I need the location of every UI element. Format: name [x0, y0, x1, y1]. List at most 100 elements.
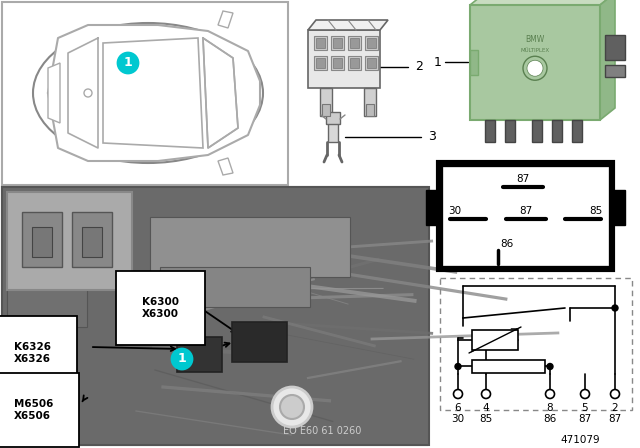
Circle shape: [455, 363, 461, 370]
Circle shape: [523, 56, 547, 80]
Bar: [331, 36, 344, 50]
Text: 1: 1: [434, 56, 442, 69]
Bar: [2, 187, 429, 445]
Text: 30: 30: [451, 414, 465, 424]
Bar: [605, 65, 625, 77]
Bar: [72, 212, 112, 267]
Bar: [438, 162, 613, 270]
Bar: [367, 38, 376, 48]
Text: M6506
X6506: M6506 X6506: [14, 399, 53, 421]
Polygon shape: [48, 25, 260, 161]
Circle shape: [527, 60, 543, 76]
Text: 5: 5: [582, 403, 588, 413]
Bar: [322, 104, 330, 116]
Bar: [350, 38, 359, 48]
Bar: [2, 187, 427, 445]
Circle shape: [172, 349, 192, 369]
Text: 30: 30: [448, 206, 461, 216]
Text: K6300
X6300: K6300 X6300: [142, 297, 179, 319]
Bar: [314, 56, 327, 70]
Bar: [308, 30, 380, 88]
Bar: [443, 167, 608, 265]
Text: 1: 1: [178, 353, 186, 366]
Text: 471079: 471079: [560, 435, 600, 445]
Circle shape: [547, 363, 553, 370]
Text: 87: 87: [520, 206, 532, 216]
Bar: [232, 322, 287, 362]
Text: 85: 85: [479, 414, 493, 424]
Bar: [320, 88, 332, 116]
Bar: [485, 120, 495, 142]
Circle shape: [545, 389, 554, 399]
Bar: [364, 88, 376, 116]
Text: MÜLTIPLEX: MÜLTIPLEX: [520, 48, 550, 53]
Bar: [605, 35, 625, 60]
Text: BMW: BMW: [525, 35, 545, 44]
Text: 85: 85: [589, 206, 603, 216]
Polygon shape: [470, 0, 615, 5]
Circle shape: [612, 305, 618, 311]
Text: 86: 86: [543, 414, 557, 424]
Bar: [314, 36, 327, 50]
Polygon shape: [218, 11, 233, 28]
Circle shape: [611, 389, 620, 399]
Circle shape: [118, 53, 138, 73]
Text: 2: 2: [415, 60, 423, 73]
Bar: [316, 58, 325, 68]
Bar: [348, 36, 361, 50]
Bar: [316, 38, 325, 48]
Text: 87: 87: [609, 414, 621, 424]
Circle shape: [280, 395, 304, 419]
Bar: [32, 227, 52, 257]
Text: 8: 8: [547, 403, 554, 413]
Circle shape: [272, 387, 312, 427]
Polygon shape: [600, 0, 615, 120]
Polygon shape: [308, 20, 388, 30]
Bar: [365, 36, 378, 50]
Bar: [333, 38, 342, 48]
Bar: [472, 330, 518, 350]
Bar: [331, 56, 344, 70]
Circle shape: [481, 389, 490, 399]
Text: K6326
X6326: K6326 X6326: [14, 342, 51, 364]
Text: 3: 3: [428, 130, 436, 143]
Bar: [82, 227, 102, 257]
Bar: [613, 190, 625, 225]
Bar: [348, 56, 361, 70]
Bar: [326, 112, 340, 124]
Polygon shape: [48, 63, 60, 123]
Text: 4: 4: [483, 403, 490, 413]
Circle shape: [84, 89, 92, 97]
Circle shape: [580, 389, 589, 399]
Bar: [367, 58, 376, 68]
Bar: [22, 212, 62, 267]
Bar: [470, 5, 600, 120]
Bar: [552, 120, 562, 142]
Bar: [532, 120, 542, 142]
Bar: [440, 278, 632, 410]
Bar: [366, 104, 374, 116]
Text: 87: 87: [516, 174, 530, 184]
Text: 86: 86: [500, 239, 513, 249]
Bar: [505, 120, 515, 142]
Text: 2: 2: [612, 403, 618, 413]
Bar: [160, 267, 310, 307]
Bar: [150, 217, 350, 277]
Bar: [472, 360, 545, 373]
Bar: [365, 56, 378, 70]
Bar: [333, 58, 342, 68]
Text: 87: 87: [579, 414, 591, 424]
Bar: [7, 192, 132, 290]
Polygon shape: [218, 158, 233, 175]
Bar: [328, 122, 338, 142]
Bar: [177, 337, 222, 372]
Circle shape: [454, 389, 463, 399]
Bar: [426, 190, 438, 225]
Bar: [7, 267, 87, 327]
Bar: [350, 58, 359, 68]
Text: 1: 1: [124, 56, 132, 69]
Text: 6: 6: [454, 403, 461, 413]
Polygon shape: [103, 38, 203, 148]
Text: EO E60 61 0260: EO E60 61 0260: [283, 426, 361, 436]
Bar: [572, 120, 582, 142]
